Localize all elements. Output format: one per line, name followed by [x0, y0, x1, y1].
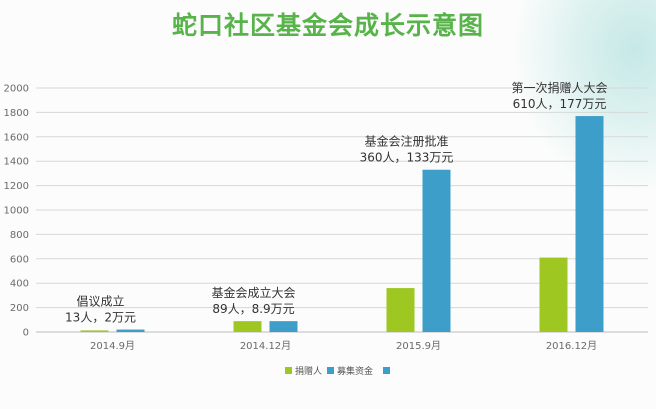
annotation-event: 基金会注册批准: [364, 134, 448, 149]
legend-swatch: [383, 367, 390, 374]
y-tick-label: 200: [10, 303, 29, 314]
bar: [233, 321, 262, 332]
annotation-event: 基金会成立大会: [211, 285, 295, 300]
bar: [269, 321, 298, 332]
x-tick-label: 2014.12月: [240, 340, 291, 352]
y-tick-label: 1400: [4, 157, 29, 168]
legend-swatch: [285, 367, 292, 374]
y-tick-label: 1800: [4, 108, 29, 119]
y-tick-label: 0: [23, 328, 29, 339]
annotation-values: 13人，2万元: [65, 311, 136, 325]
chart-title: 蛇口社区基金会成长示意图: [171, 11, 484, 40]
x-tick-label: 2014.9月: [90, 340, 135, 352]
legend-label: 捐赠人: [295, 365, 322, 377]
x-tick-label: 2016.12月: [546, 340, 597, 352]
legend-swatch: [327, 367, 334, 374]
annotation-event: 倡议成立: [76, 294, 124, 309]
y-tick-label: 1000: [4, 206, 29, 217]
bar: [539, 257, 568, 332]
bar: [116, 329, 145, 332]
y-tick-label: 2000: [4, 84, 29, 95]
y-tick-label: 800: [10, 230, 29, 241]
bar: [575, 116, 604, 332]
bar: [386, 288, 415, 332]
bar: [422, 169, 451, 332]
y-tick-label: 1600: [4, 132, 29, 143]
annotation-values: 610人，177万元: [513, 97, 607, 111]
legend-label: 募集资金: [337, 365, 373, 377]
bar: [80, 330, 109, 332]
y-tick-label: 400: [10, 279, 29, 290]
x-tick-label: 2015.9月: [396, 340, 441, 352]
annotation-values: 360人，133万元: [360, 151, 454, 165]
annotation-event: 第一次捐赠人大会: [511, 81, 607, 95]
y-tick-label: 1200: [4, 181, 29, 192]
annotation-values: 89人，8.9万元: [212, 302, 294, 316]
y-tick-label: 600: [10, 254, 29, 265]
